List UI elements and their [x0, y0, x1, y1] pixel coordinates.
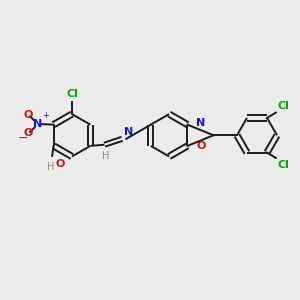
Text: O: O [23, 128, 33, 138]
Text: Cl: Cl [277, 160, 289, 170]
Text: −: − [18, 132, 28, 145]
Text: H: H [47, 162, 55, 172]
Text: O: O [196, 142, 206, 152]
Text: O: O [23, 110, 33, 120]
Text: N: N [196, 118, 206, 128]
Text: N: N [33, 119, 42, 129]
Text: Cl: Cl [277, 101, 289, 111]
Text: O: O [56, 159, 65, 169]
Text: +: + [42, 111, 49, 120]
Text: N: N [124, 127, 133, 137]
Text: H: H [102, 151, 109, 161]
Text: Cl: Cl [66, 89, 78, 99]
